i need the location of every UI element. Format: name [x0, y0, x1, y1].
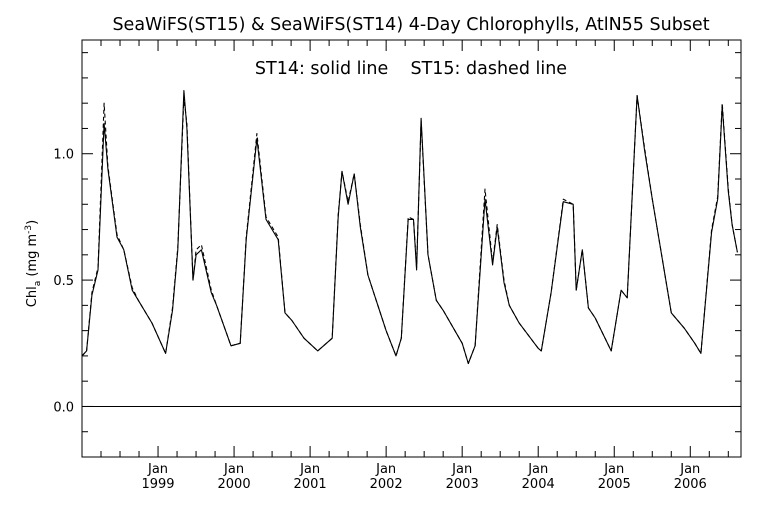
x-tick-month-label: Jan: [527, 462, 548, 477]
x-tick-month-label: Jan: [603, 462, 624, 477]
axes: 0.00.51.0Jan1999Jan2000Jan2001Jan2002Jan…: [53, 40, 741, 492]
y-tick-label: 0.0: [53, 400, 74, 415]
x-tick-year-label: 2000: [218, 477, 251, 492]
y-label-subscript: a: [33, 281, 43, 287]
series-line-st15: [81, 95, 738, 365]
x-tick-year-label: 2002: [370, 477, 403, 492]
y-tick-label: 0.5: [53, 274, 74, 289]
y-label-units: (mg m: [25, 234, 40, 281]
y-axis-label: Chla (mg m-3): [24, 220, 43, 307]
chart-title: SeaWiFS(ST15) & SeaWiFS(ST14) 4-Day Chlo…: [112, 15, 709, 35]
y-tick-label: 1.0: [53, 148, 74, 163]
x-tick-year-label: 2006: [674, 477, 707, 492]
x-tick-month-label: Jan: [679, 462, 700, 477]
x-tick-month-label: Jan: [375, 462, 396, 477]
x-tick-year-label: 2005: [598, 477, 631, 492]
x-tick-year-label: 2001: [294, 477, 327, 492]
series-line-st14: [81, 89, 738, 365]
legend-annotation: ST14: solid line ST15: dashed line: [255, 59, 567, 79]
x-tick-month-label: Jan: [299, 462, 320, 477]
x-tick-year-label: 2003: [446, 477, 479, 492]
plot-frame: [81, 39, 742, 458]
y-label-exponent: -3: [24, 225, 34, 234]
series-layer: [81, 89, 738, 365]
x-tick-month-label: Jan: [451, 462, 472, 477]
x-tick-year-label: 1999: [141, 477, 174, 492]
x-tick-year-label: 2004: [522, 477, 555, 492]
x-tick-month-label: Jan: [223, 462, 244, 477]
y-label-base: Chl: [25, 286, 40, 307]
y-label-units-close: ): [25, 220, 40, 225]
x-tick-month-label: Jan: [147, 462, 168, 477]
